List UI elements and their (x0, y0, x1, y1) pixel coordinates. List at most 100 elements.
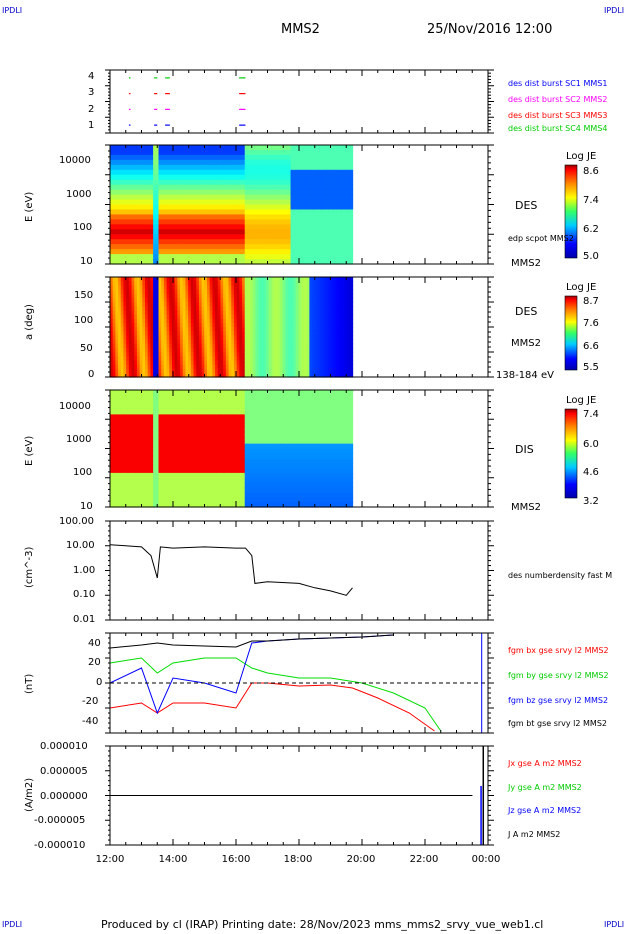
heatmap-cell (266, 306, 270, 311)
heatmap-cell (209, 159, 213, 166)
heatmap-cell (306, 285, 311, 291)
heatmap-cell (225, 224, 230, 230)
heatmap-cell (287, 209, 292, 216)
heatmap-cell (169, 179, 173, 186)
heatmap-cell (247, 204, 251, 211)
heatmap-cell (171, 159, 176, 166)
heatmap-cell (258, 254, 262, 260)
heatmap-cell (134, 477, 138, 484)
heatmap-cell (201, 199, 205, 206)
heatmap-cell (174, 372, 178, 378)
heatmap-cell (239, 318, 243, 324)
heatmap-cell (260, 149, 265, 156)
heatmap-cell (236, 154, 240, 161)
heatmap-cell (158, 189, 162, 196)
heatmap-cell (231, 209, 235, 216)
heatmap-cell (344, 285, 348, 291)
heatmap-cell (185, 219, 189, 225)
heatmap-cell (258, 293, 262, 299)
heatmap-cell (212, 154, 216, 161)
heatmap-cell (330, 360, 335, 366)
heatmap-cell (258, 194, 262, 201)
heatmap-cell (242, 347, 246, 353)
heatmap-cell (126, 433, 130, 440)
heatmap-cell (279, 149, 284, 156)
heatmap-cell (150, 209, 154, 216)
heatmap-cell (128, 404, 133, 411)
heatmap-cell (169, 372, 173, 378)
heatmap-cell (123, 189, 127, 196)
heatmap-cell (182, 477, 187, 484)
heatmap-cell (142, 302, 146, 307)
heatmap-cell (306, 259, 311, 265)
heatmap-cell (290, 322, 294, 328)
heatmap-cell (136, 314, 141, 320)
heatmap-cell (298, 164, 302, 171)
heatmap-cell (150, 297, 154, 303)
heatmap-cell (120, 482, 125, 489)
heatmap-cell (260, 254, 265, 260)
heatmap-cell (322, 229, 327, 235)
heatmap-cell (155, 224, 160, 230)
heatmap-cell (339, 318, 343, 324)
heatmap-cell (320, 306, 324, 311)
heatmap-cell (182, 149, 187, 156)
heatmap-cell (142, 145, 146, 151)
heatmap-cell (298, 343, 302, 349)
heatmap-cell (158, 419, 162, 425)
heatmap-cell (333, 302, 337, 307)
heatmap-cell (171, 368, 176, 374)
heatmap-cell (260, 302, 265, 307)
heatmap-cell (120, 327, 125, 332)
heatmap-cell (134, 438, 138, 445)
heatmap-cell (193, 189, 197, 196)
heatmap-cell (269, 194, 273, 201)
heatmap-cell (198, 239, 203, 245)
heatmap-cell (158, 414, 162, 420)
heatmap-cell (304, 145, 308, 151)
heatmap-cell (341, 306, 346, 311)
heatmap-cell (255, 339, 259, 345)
heatmap-cell (244, 297, 249, 303)
heatmap-cell (177, 433, 181, 440)
heatmap-cell (242, 343, 246, 349)
heatmap-cell (293, 356, 297, 361)
heatmap-cell (201, 322, 205, 328)
heatmap-cell (188, 249, 192, 255)
heatmap-cell (193, 259, 197, 265)
heatmap-cell (112, 310, 116, 316)
heatmap-cell (136, 229, 141, 235)
heatmap-cell (131, 297, 135, 303)
heatmap-cell (217, 310, 222, 316)
heatmap-cell (260, 327, 265, 332)
heatmap-cell (347, 289, 351, 295)
heatmap-cell (174, 159, 178, 166)
heatmap-cell (142, 199, 146, 206)
heatmap-cell (131, 306, 135, 311)
heatmap-cell (198, 372, 203, 378)
heatmap-cell (212, 331, 216, 336)
heatmap-cell (263, 310, 267, 316)
heatmap-cell (255, 289, 259, 295)
heatmap-cell (231, 145, 235, 151)
heatmap-cell (161, 285, 165, 291)
heatmap-cell (131, 204, 135, 211)
heatmap-cell (128, 199, 133, 206)
heatmap-cell (314, 145, 319, 151)
heatmap-cell (153, 487, 157, 493)
heatmap-cell (115, 339, 119, 345)
heatmap-cell (271, 368, 275, 374)
heatmap-cell (287, 331, 292, 336)
heatmap-cell (207, 145, 211, 151)
heatmap-cell (128, 453, 133, 459)
heatmap-cell (171, 347, 176, 353)
heatmap-cell (233, 194, 238, 201)
heatmap-cell (220, 184, 224, 191)
heatmap-cell (220, 179, 224, 186)
heatmap-cell (295, 335, 300, 341)
heatmap-cell (177, 145, 181, 151)
heatmap-cell (228, 277, 232, 282)
heatmap-cell (161, 347, 165, 353)
heatmap-cell (217, 209, 222, 216)
heatmap-cell (196, 145, 200, 151)
